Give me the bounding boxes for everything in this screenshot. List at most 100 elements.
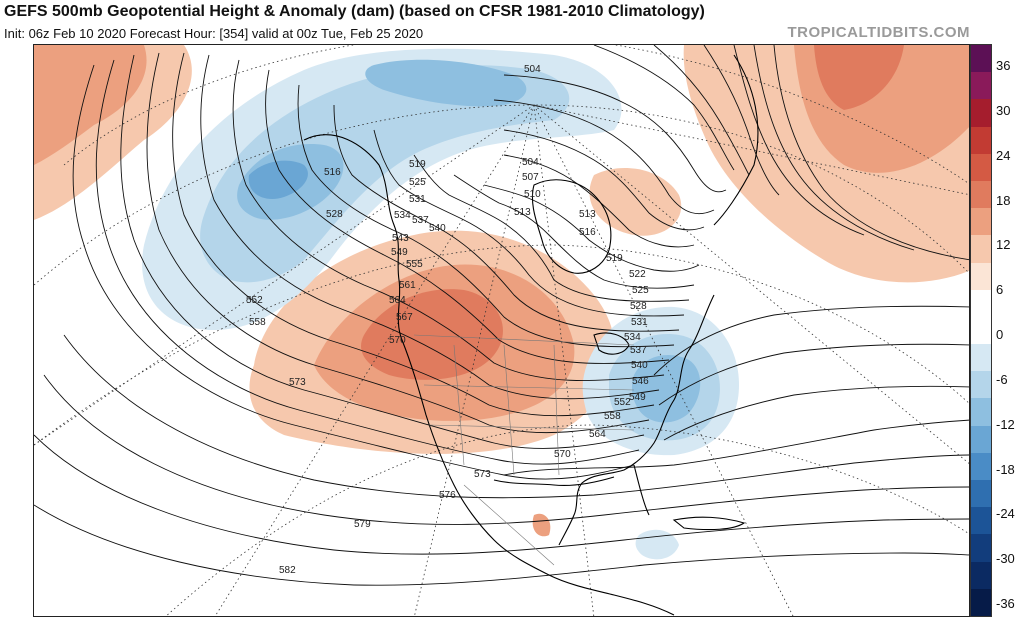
contour-line [503,74,727,193]
contour-label: 522 [629,269,646,280]
contour-label: 555 [406,259,423,270]
contour-line [483,184,700,272]
anomaly-pos-nw-pacific-core [34,45,147,165]
anomaly-neg-arctic [365,59,527,107]
colorbar-segment [971,480,991,508]
colorbar-segment [971,398,991,427]
contour-line [297,84,675,348]
anomaly-neg-pacific-mid [200,65,570,283]
colorbar-segment [971,371,991,399]
contour-line [413,154,690,302]
contour-line [34,434,969,555]
parallel-line [165,424,969,616]
meridian-line [533,104,794,616]
contour-line [658,343,969,406]
map-canvas: 504 504 507 510 513 513 516 516 519 519 522 525 525 5… [34,45,969,616]
anomaly-pos-west-us-core [361,289,503,380]
colorbar-tick-label: 12 [996,237,1011,253]
contour-line [653,305,969,376]
contour-line [120,54,645,449]
contour-label: 537 [630,345,647,356]
contour-line [72,64,635,480]
contour-label: 543 [392,233,409,244]
colorbar-segment [971,262,991,291]
colorbar-tick-label: 0 [996,327,1004,342]
colorbar-tick-label: 18 [996,192,1011,208]
contour-label: 525 [632,285,649,296]
map-subtitle: Init: 06z Feb 10 2020 Forecast Hour: [35… [4,26,424,41]
contour-label: 534 [624,332,641,343]
contour-label: 582 [279,565,296,576]
anomaly-colorbar [970,44,992,617]
anomaly-neg-caribbean [635,529,679,560]
contour-label: 534 [394,210,411,221]
colorbar-tick-label: -24 [996,506,1015,522]
colorbar-segment [971,153,991,182]
contour-line [733,45,865,236]
colorbar-segment [971,180,991,209]
colorbar-segment [971,316,991,345]
colorbar-segment [971,561,991,590]
colorbar-segment [971,507,991,535]
contour-line [773,45,969,261]
contour-label: 564 [589,429,606,440]
contour-line [95,59,640,465]
contour-label: 516 [324,167,341,178]
greenland [713,54,759,226]
anomaly-pos-hudson [589,167,682,236]
contour-label: 528 [630,301,647,312]
contour-line [503,419,969,476]
contour-label: 570 [554,449,571,460]
contour-label: 573 [289,377,306,388]
north-america-east-coast [558,294,715,546]
contour-line [43,374,969,525]
contour-line [34,504,969,586]
colorbar-segment [971,72,991,100]
contour-label: 537 [412,215,429,226]
colorbar-tick-label: 30 [996,102,1011,118]
colorbar-segment [971,208,991,236]
contour-line [232,59,665,382]
anomaly-pos-atlantic-core [814,45,904,110]
contour-label: 558 [249,317,266,328]
contour-label: 549 [391,247,408,258]
contour-label: 531 [631,317,648,328]
colorbar-segment [971,588,991,617]
site-watermark: TROPICALTIDBITS.COM [787,24,970,41]
gulf-coast [493,476,615,487]
contour-line [63,334,969,499]
colorbar-tick-label: -36 [996,596,1015,611]
contour-line [503,154,695,248]
contour-line [172,52,655,417]
contour-label: 540 [631,360,648,371]
contour-label: 531 [409,194,426,205]
colorbar-segment [971,45,991,73]
negative-anomaly-fills [142,48,739,560]
colorbar-tick-label: -6 [996,371,1008,387]
coastlines [303,54,759,616]
colorbar-segment [971,534,991,563]
contour-line [333,104,680,332]
contour-line [503,129,705,231]
contour-line [703,45,780,196]
contour-label: 576 [439,490,456,501]
border-line [413,334,635,346]
contour-line [453,174,695,289]
meridian-line [34,104,535,446]
colorbar-tick-label: 24 [996,147,1011,163]
colorbar-tick-label: 6 [996,282,1004,298]
contour-label: 528 [326,209,343,220]
contour-label: 504 [524,64,541,75]
colorbar-segment [971,452,991,481]
florida [633,464,650,516]
contour-label: 513 [579,209,596,220]
anomaly-pos-mexico [532,513,551,537]
contour-label: 516 [579,227,596,238]
colorbar-segment [971,99,991,128]
meridian-line [214,104,535,616]
contour-label: 540 [429,223,446,234]
contour-line [593,45,735,171]
north-america-west-coast [303,134,675,616]
contour-label: 564 [389,295,406,306]
contour-label: 507 [522,172,539,183]
